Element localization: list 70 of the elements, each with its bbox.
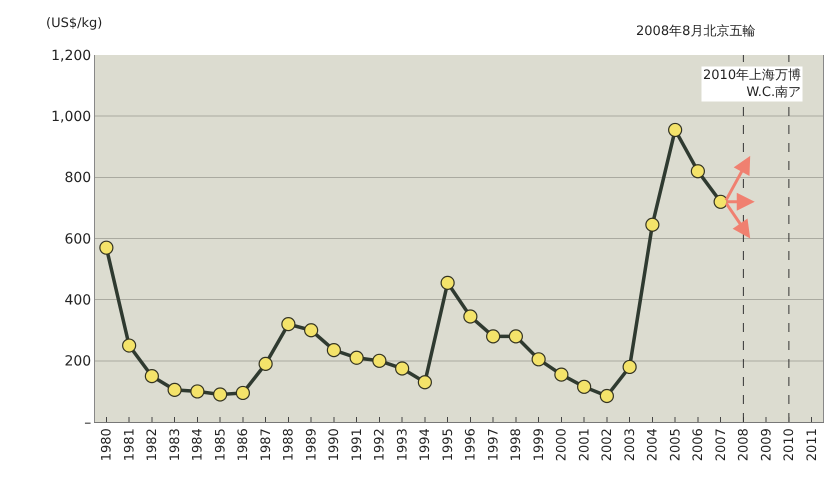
- y-tick-label: 600: [64, 231, 92, 248]
- y-tick-label: 1,000: [51, 109, 92, 126]
- x-tick-label: 1987: [258, 428, 274, 462]
- x-tick-label: 1980: [100, 428, 115, 462]
- x-tick-label: 1996: [464, 428, 479, 462]
- point: [486, 329, 500, 344]
- point: [168, 382, 182, 397]
- y-tick-label: 400: [64, 292, 92, 309]
- point: [622, 360, 637, 374]
- point: [258, 356, 273, 371]
- x-tick-label: 2007: [714, 428, 729, 462]
- point: [440, 276, 455, 290]
- point: [645, 218, 660, 232]
- x-tick-label: 2010: [782, 428, 798, 462]
- x-tick-label: 1992: [372, 428, 388, 462]
- point: [418, 375, 432, 390]
- x-tick-label: 1983: [168, 428, 183, 462]
- y-tick-label: 200: [64, 354, 92, 370]
- y-tick-label: 800: [64, 170, 92, 186]
- point: [144, 369, 159, 384]
- point: [668, 122, 682, 138]
- point: [600, 388, 614, 404]
- point: [304, 323, 318, 338]
- x-tick-label: 1982: [145, 428, 160, 462]
- point: [190, 384, 204, 399]
- x-tick-label: 1985: [213, 428, 228, 462]
- point: [326, 343, 341, 358]
- point: [714, 194, 728, 209]
- point: [281, 317, 296, 332]
- x-tick-label: 1993: [395, 428, 410, 462]
- ref-line-label: 2008年8月北京五輪: [636, 24, 756, 39]
- x-tick-label: 1984: [190, 428, 206, 462]
- point: [508, 329, 523, 344]
- point: [350, 350, 364, 365]
- x-tick-label: 2001: [577, 428, 592, 462]
- point: [99, 240, 114, 255]
- y-axis-title: (US$/kg): [46, 16, 102, 31]
- x-tick-label: 1989: [304, 428, 320, 462]
- x-tick-label: 1988: [282, 428, 297, 462]
- x-tick-label: 1986: [236, 428, 252, 462]
- x-tick-label: 2006: [691, 428, 706, 462]
- x-tick-label: 1994: [418, 428, 434, 462]
- point: [122, 338, 136, 353]
- x-tick-label: 1995: [440, 428, 456, 462]
- point: [690, 164, 705, 178]
- x-tick-label: 1998: [509, 428, 524, 462]
- x-tick-label: 1991: [350, 428, 365, 462]
- point: [554, 368, 568, 382]
- x-tick-label: 2002: [600, 428, 616, 462]
- x-tick-label: 2003: [622, 428, 638, 462]
- point: [577, 380, 592, 394]
- point: [236, 386, 250, 400]
- point: [463, 309, 478, 324]
- point: [532, 352, 546, 366]
- ref-line-label: 2010年上海万博 W.C.南ア: [703, 68, 802, 100]
- point: [213, 387, 228, 402]
- x-tick-label: 1981: [122, 428, 138, 462]
- x-tick-label: 1997: [486, 428, 502, 462]
- point: [372, 354, 386, 368]
- point: [395, 361, 410, 376]
- x-tick-label: 1990: [327, 428, 342, 462]
- x-tick-label: 2000: [554, 428, 570, 462]
- x-tick-label: 2004: [646, 428, 661, 462]
- x-tick-label: 2005: [668, 428, 684, 462]
- x-tick-label: 1999: [532, 428, 547, 462]
- x-tick-label: 2011: [804, 428, 820, 462]
- x-tick-label: 2009: [759, 428, 774, 462]
- y-tick-label: 1,200: [51, 48, 92, 64]
- y-tick-label: –: [84, 414, 92, 431]
- x-tick-label: 2008: [736, 428, 752, 462]
